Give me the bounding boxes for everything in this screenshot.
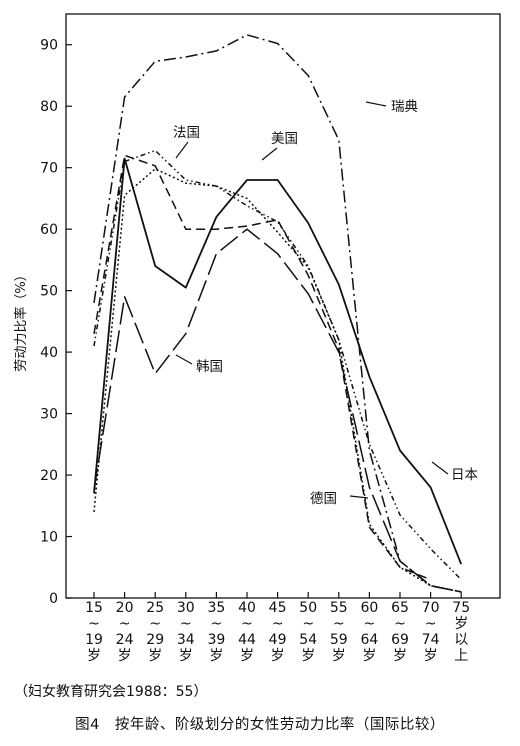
series-line-瑞典 <box>93 34 462 593</box>
series-labels: 瑞典 法国 美国 德国 日本 韩国 <box>173 99 478 507</box>
label-japan: 日本 <box>451 467 478 483</box>
y-tick-label: 10 <box>40 530 58 546</box>
y-tick-label: 0 <box>49 591 58 607</box>
y-tick-label: 70 <box>40 161 58 177</box>
x-tick-label: 70 ~74 岁 <box>422 600 440 664</box>
x-tick-label: 55 ~59 岁 <box>330 600 348 664</box>
x-tick-label: 35 ~39 岁 <box>207 600 225 664</box>
x-tick-label: 60 ~64 岁 <box>360 600 378 664</box>
label-sweden: 瑞典 <box>391 99 418 115</box>
leader-france <box>175 141 189 159</box>
y-tick-label: 30 <box>40 407 58 423</box>
x-tick-label: 20 ~24 岁 <box>116 600 134 664</box>
y-tick-label: 40 <box>40 345 58 361</box>
labor-rate-chart: 0 10 20 30 40 50 60 70 80 90 15 ~19 岁 20 ~24 岁 25 ~29 岁 30… <box>13 13 501 664</box>
y-axis-label: 劳动力比率（%） <box>13 268 29 371</box>
series-line-日本 <box>93 157 463 565</box>
series-line-法国 <box>93 154 431 581</box>
y-axis-ticks: 0 10 20 30 40 50 60 70 80 90 <box>40 38 72 607</box>
figure-caption: 图4 按年龄、阶级划分的女性劳动力比率（国际比较） <box>75 717 445 733</box>
series-line-美国 <box>93 149 462 581</box>
label-germany: 德国 <box>310 491 337 507</box>
label-korea: 韩国 <box>196 359 223 375</box>
x-tick-label: 45 ~49 岁 <box>269 600 287 664</box>
y-tick-label: 90 <box>40 38 58 54</box>
series-line-德国 <box>93 168 462 593</box>
series-line-韩国 <box>93 228 462 593</box>
x-tick-label: 30 ~34 岁 <box>177 600 195 664</box>
y-tick-label: 50 <box>40 284 58 300</box>
x-tick-label: 40 ~44 岁 <box>238 600 256 664</box>
x-tick-label: 15 ~19 岁 <box>85 600 103 664</box>
leader-germany <box>349 495 369 499</box>
x-tick-label: 65 ~69 岁 <box>391 600 409 664</box>
axes <box>65 13 501 599</box>
x-tick-label: 50 ~54 岁 <box>299 600 317 664</box>
series-lines <box>93 34 463 593</box>
x-axis-ticks: 15 ~19 岁 20 ~24 岁 25 ~29 岁 30 ~34 岁 35 ~39 岁 40 ~44 岁 45 ~4… <box>85 592 470 664</box>
source-note: （妇女教育研究会1988：55） <box>14 684 208 700</box>
leader-japan <box>431 461 449 475</box>
x-tick-label: 75 岁以上 <box>452 600 470 664</box>
y-tick-label: 60 <box>40 222 58 238</box>
x-tick-label: 25 ~29 岁 <box>146 600 164 664</box>
y-tick-label: 80 <box>40 99 58 115</box>
label-france: 法国 <box>173 125 200 141</box>
leader-korea <box>175 354 193 365</box>
leader-usa <box>261 147 278 161</box>
leader-sweden <box>365 101 387 107</box>
plot-frame <box>65 13 501 599</box>
label-usa: 美国 <box>271 131 298 147</box>
y-tick-label: 20 <box>40 468 58 484</box>
